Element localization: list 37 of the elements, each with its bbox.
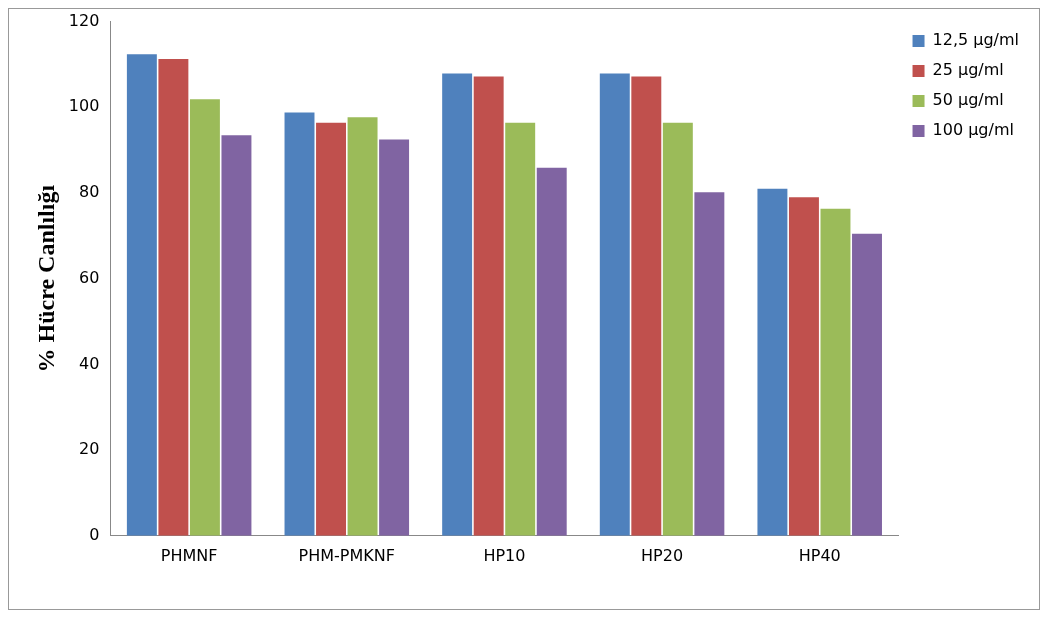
bar: [379, 139, 410, 536]
legend-label: 25 µg/ml: [932, 60, 1004, 80]
y-tick-label: 60: [78, 267, 100, 287]
bar: [788, 197, 819, 536]
y-tick-label: 120: [68, 10, 100, 30]
bar: [284, 112, 315, 536]
bar: [158, 58, 189, 536]
x-tick-label: PHM-PMKNF: [298, 545, 395, 565]
x-tick-label: HP10: [483, 545, 526, 565]
y-tick-label: 80: [78, 182, 100, 202]
bar: [316, 122, 347, 536]
bar: [442, 73, 473, 536]
bar: [694, 192, 725, 536]
bar: [347, 117, 378, 536]
x-tick-label: PHMNF: [160, 545, 218, 565]
y-tick-label: 100: [68, 96, 100, 116]
y-tick-label: 40: [78, 353, 100, 373]
x-tick-label: HP40: [798, 545, 841, 565]
bar: [505, 122, 536, 536]
bar: [189, 99, 220, 536]
bar: [536, 167, 567, 536]
bar: [126, 54, 157, 536]
bar: [599, 73, 630, 536]
bar: [820, 208, 851, 536]
y-axis-title: % Hücre Canlılığı: [32, 184, 59, 373]
bar: [473, 76, 504, 536]
x-tick-label: HP20: [641, 545, 684, 565]
bar: [757, 188, 788, 536]
bar: [631, 76, 662, 536]
bar: [662, 122, 693, 536]
bar: [221, 135, 252, 536]
legend-label: 100 µg/ml: [932, 120, 1014, 140]
y-tick-label: 20: [78, 439, 100, 459]
legend-label: 50 µg/ml: [932, 90, 1004, 110]
bar: [852, 233, 882, 536]
legend-label: 12,5 µg/ml: [932, 30, 1019, 50]
y-tick-label: 0: [89, 524, 100, 544]
